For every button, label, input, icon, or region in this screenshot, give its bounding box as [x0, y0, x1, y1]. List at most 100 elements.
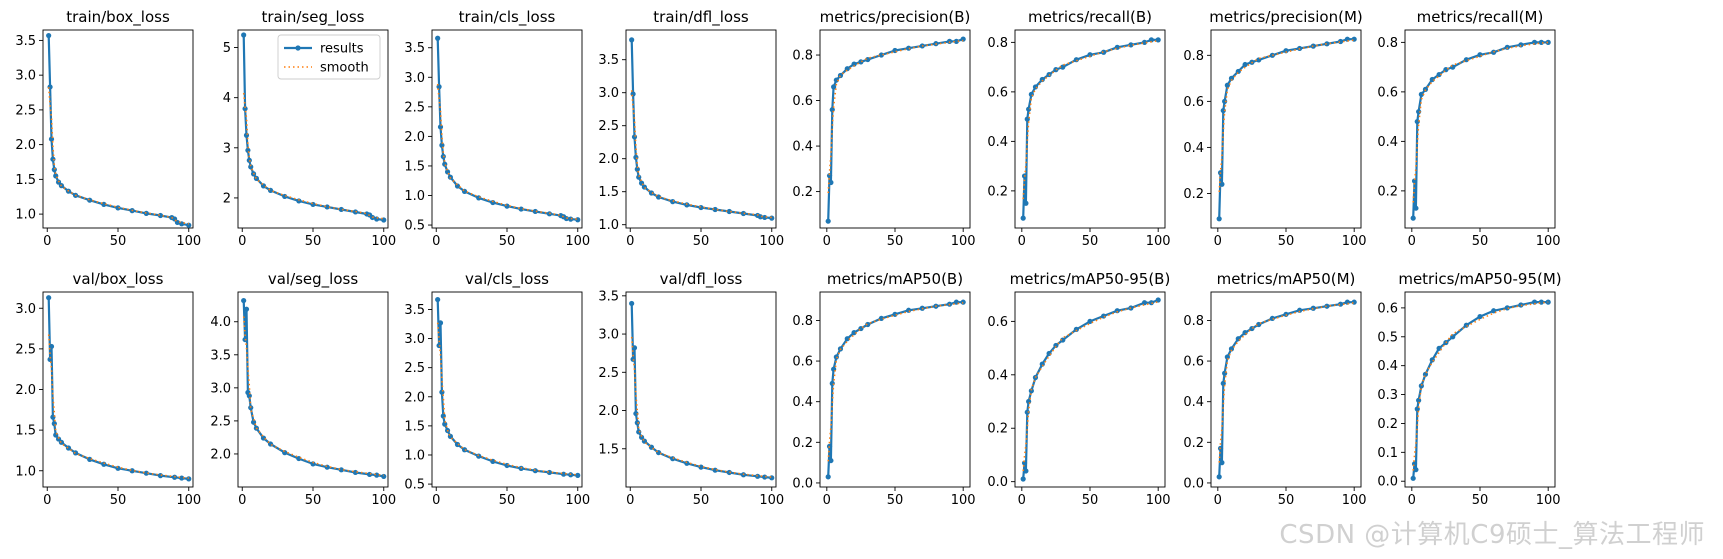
x-tick-label: 100 [1342, 493, 1367, 508]
results-series-line [1412, 41, 1549, 219]
results-point [726, 208, 732, 215]
results-point [769, 475, 775, 481]
results-point [476, 453, 482, 459]
results-point [825, 474, 831, 480]
x-tick-label: 50 [693, 493, 710, 508]
results-point [865, 56, 871, 63]
results-point [296, 198, 302, 204]
results-point [906, 45, 912, 51]
y-tick-label: 2.0 [15, 383, 36, 398]
results-series-line [1218, 301, 1355, 477]
x-tick-label: 100 [565, 493, 590, 508]
chart-title: val/seg_loss [268, 270, 359, 289]
x-tick-label: 0 [1214, 493, 1222, 508]
y-tick-label: 3.0 [210, 381, 231, 396]
results-point [48, 343, 55, 350]
results-point [367, 471, 373, 478]
results-series-line [1218, 38, 1355, 219]
axes-frame [819, 29, 971, 229]
results-point [568, 216, 574, 222]
smooth-series-line [242, 316, 384, 477]
x-tick-label: 100 [176, 493, 201, 508]
x-tick-label: 100 [951, 234, 976, 249]
results-point [439, 389, 445, 395]
y-tick-label: 3 [223, 141, 231, 156]
x-tick-label: 100 [1146, 234, 1171, 249]
x-tick-label: 0 [1408, 234, 1416, 249]
x-tick-label: 0 [238, 234, 246, 249]
x-tick-label: 100 [759, 493, 784, 508]
results-point [636, 429, 642, 435]
y-tick-label: 0.4 [1377, 359, 1398, 374]
results-point [1429, 357, 1435, 363]
results-point [829, 380, 835, 387]
y-tick-label: 5 [223, 41, 231, 56]
results-point [633, 154, 639, 160]
results-point [1531, 299, 1538, 305]
legend-results-label: results [320, 42, 364, 57]
y-tick-label: 2 [223, 191, 231, 206]
results-point [636, 174, 642, 180]
results-series-line [1022, 38, 1159, 219]
results-point [1228, 346, 1235, 352]
results-point [1028, 91, 1034, 97]
chart-panel-14: metrics/mAP50-95(B) 0 50 100 0.0 0.2 0.4 0.6 [987, 270, 1170, 508]
results-point [878, 52, 884, 58]
results-point [833, 77, 839, 83]
results-point [1429, 76, 1435, 83]
results-point [442, 161, 448, 167]
results-point [454, 183, 461, 189]
results-point [1032, 84, 1039, 90]
results-point [953, 38, 959, 44]
y-tick-label: 1.0 [15, 208, 36, 223]
results-point [1024, 409, 1030, 415]
results-point [1436, 71, 1442, 78]
y-tick-label: 0.6 [987, 315, 1008, 330]
x-tick-label: 100 [1536, 234, 1561, 249]
y-tick-label: 3.0 [15, 302, 36, 317]
results-point [1324, 303, 1330, 309]
chart-panel-2: train/seg_loss 0 50 100 2 3 4 5 results smooth [223, 8, 396, 249]
y-tick-label: 0.6 [1183, 95, 1204, 110]
results-point [243, 132, 250, 138]
chart-title: metrics/mAP50-95(M) [1398, 270, 1561, 288]
results-point [267, 187, 274, 194]
chart-legend: results smooth [277, 34, 381, 80]
y-tick-label: 0.2 [1377, 417, 1398, 432]
x-tick-label: 50 [499, 234, 516, 249]
x-tick-label: 0 [823, 493, 831, 508]
x-tick-label: 0 [1018, 493, 1026, 508]
results-point [1216, 474, 1222, 480]
chart-title: metrics/recall(M) [1417, 8, 1544, 26]
results-point [1073, 326, 1079, 332]
y-tick-label: 2.0 [598, 152, 619, 167]
results-point [1141, 39, 1148, 45]
results-point [243, 306, 250, 312]
y-tick-label: 0.0 [1183, 476, 1204, 491]
results-point [633, 410, 639, 417]
y-tick-label: 1.5 [598, 442, 619, 457]
results-point [241, 32, 247, 38]
results-point [461, 188, 468, 194]
results-point [858, 59, 864, 65]
results-point [1477, 52, 1483, 58]
y-tick-label: 3.5 [598, 289, 619, 304]
y-tick-label: 2.5 [404, 100, 425, 115]
results-series-line [242, 300, 384, 478]
y-tick-label: 0.6 [1183, 355, 1204, 370]
axes-frame [1404, 29, 1556, 229]
y-tick-label: 0.8 [792, 314, 813, 329]
y-tick-label: 1.0 [404, 189, 425, 204]
axes-frame [1404, 291, 1556, 488]
y-tick-label: 0.4 [987, 135, 1008, 150]
axes-frame [1210, 291, 1362, 488]
results-point [634, 420, 640, 426]
y-tick-label: 0.6 [1377, 301, 1398, 316]
results-point [87, 456, 93, 462]
y-tick-label: 2.0 [210, 447, 231, 462]
results-point [1283, 48, 1289, 54]
y-tick-label: 1.5 [15, 173, 36, 188]
results-point [878, 315, 884, 322]
results-series-line [436, 299, 578, 477]
results-point [504, 462, 510, 469]
